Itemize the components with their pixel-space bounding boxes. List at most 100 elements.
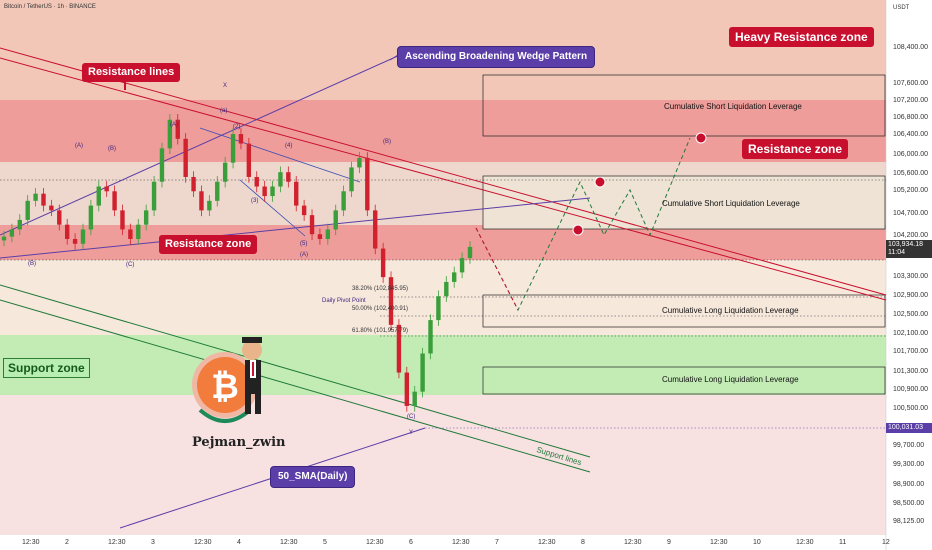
author-avatar-icon bbox=[242, 337, 262, 414]
price-tick: 99,700.00 bbox=[893, 442, 925, 449]
candle-body bbox=[404, 372, 410, 406]
price-tick: 103,300.00 bbox=[893, 273, 929, 280]
price-tick: 108,400.00 bbox=[893, 44, 929, 51]
candle-body bbox=[222, 162, 228, 182]
long-liq-label-2: Cumulative Long Liquidation Leverage bbox=[662, 375, 799, 384]
candle-body bbox=[388, 277, 394, 325]
sma-tag: 50_SMA(Daily) bbox=[270, 466, 356, 488]
candle-body bbox=[167, 119, 173, 149]
candle-body bbox=[380, 248, 386, 278]
candle-body bbox=[80, 229, 86, 244]
price-tick: 104,700.00 bbox=[893, 210, 929, 217]
candle-body bbox=[25, 200, 30, 220]
candle-body bbox=[9, 229, 15, 237]
wave-label-b2: (B) bbox=[28, 261, 36, 267]
candle-body bbox=[230, 134, 236, 163]
wave-label-b3: (B) bbox=[383, 139, 391, 145]
long-liq-box-1 bbox=[482, 294, 886, 328]
target-marker-2[interactable] bbox=[572, 224, 584, 236]
candle-body bbox=[96, 186, 101, 206]
price-tick: 106,800.00 bbox=[893, 114, 929, 121]
price-tick: 105,200.00 bbox=[893, 187, 929, 194]
time-tick: 2 bbox=[65, 539, 69, 546]
candle-body bbox=[294, 181, 299, 206]
support-line-1 bbox=[0, 284, 591, 458]
fib-38-label: 38.20% (102,845.95) bbox=[352, 286, 409, 292]
price-tick: 101,300.00 bbox=[893, 368, 929, 375]
resistance-lines-tag: Resistance lines bbox=[82, 63, 181, 82]
candle-body bbox=[309, 215, 315, 235]
wave-label-a2: (A) bbox=[170, 122, 178, 128]
candle-body bbox=[151, 181, 157, 211]
time-tick: 12:30 bbox=[796, 539, 814, 546]
wave-label-a4: (A) bbox=[300, 252, 308, 258]
heavy-resistance-tag: Heavy Resistance zone bbox=[729, 27, 874, 47]
candle-body bbox=[325, 229, 331, 239]
wedge-lower-line bbox=[0, 197, 591, 259]
sma-price-flag: 100,031.03 bbox=[886, 423, 932, 433]
candle-body bbox=[191, 176, 196, 192]
resistance-line-1 bbox=[0, 47, 887, 296]
time-tick: 12:30 bbox=[366, 539, 384, 546]
price-tick: 98,900.00 bbox=[893, 481, 925, 488]
resistance-zone-left-tag: Resistance zone bbox=[159, 235, 258, 254]
candle-body bbox=[120, 210, 125, 230]
time-tick: 12:30 bbox=[280, 539, 298, 546]
price-tick: 106,000.00 bbox=[893, 151, 929, 158]
wave-label-2: (2) bbox=[233, 124, 240, 130]
time-tick: 4 bbox=[237, 539, 241, 546]
resistance-band-upper bbox=[0, 100, 886, 162]
support-band bbox=[0, 335, 886, 395]
fib-50-label: 50.00% (102,400.91) bbox=[352, 306, 409, 312]
wave-label-b1: (B) bbox=[108, 146, 116, 152]
wave-channel-upper bbox=[199, 127, 361, 183]
bitcoin-logo-icon: ₿ bbox=[192, 352, 258, 423]
wedge-pattern-tag: Ascending Broadening Wedge Pattern bbox=[397, 46, 596, 68]
wave-label-4: (4) bbox=[285, 143, 292, 149]
price-tick: 105,600.00 bbox=[893, 170, 929, 177]
middle-band bbox=[0, 260, 886, 335]
target-marker-3[interactable] bbox=[695, 132, 707, 144]
candle-body bbox=[215, 181, 220, 201]
wave-label-y: Y bbox=[409, 430, 413, 436]
candle-body bbox=[396, 324, 402, 373]
wave-channel-lower bbox=[239, 179, 306, 237]
candle-body bbox=[207, 200, 212, 211]
candle-body bbox=[436, 296, 441, 321]
price-axis-bg bbox=[886, 0, 932, 550]
last-price-countdown: 11:04 bbox=[888, 249, 905, 256]
candle-body bbox=[254, 176, 259, 187]
candle-body bbox=[365, 157, 370, 211]
time-tick: 5 bbox=[323, 539, 327, 546]
candle-body bbox=[270, 186, 275, 197]
lower-band bbox=[0, 395, 886, 535]
symbol-title: Bitcoin / TetherUS · 1h · BINANCE bbox=[4, 4, 96, 10]
time-tick: 3 bbox=[151, 539, 155, 546]
time-tick: 12:30 bbox=[452, 539, 470, 546]
time-tick: 6 bbox=[409, 539, 413, 546]
candle-body bbox=[72, 238, 78, 244]
candle-body bbox=[428, 320, 433, 354]
target-marker-1[interactable] bbox=[594, 176, 606, 188]
price-tick: 100,900.00 bbox=[893, 386, 929, 393]
candle-body bbox=[41, 193, 46, 206]
currency-label: USDT bbox=[893, 5, 910, 11]
candle-body bbox=[286, 172, 291, 182]
time-axis-bg bbox=[0, 535, 932, 550]
price-tick: 100,500.00 bbox=[893, 405, 929, 412]
candle-body bbox=[17, 219, 22, 230]
candle-body bbox=[143, 210, 149, 225]
time-tick: 12:30 bbox=[22, 539, 40, 546]
resistance-zone-right-tag: Resistance zone bbox=[742, 139, 849, 159]
long-liq-box-2 bbox=[482, 366, 886, 395]
time-tick: 12 bbox=[882, 539, 890, 546]
wave-label-a3: (A) bbox=[75, 143, 83, 149]
price-tick: 107,600.00 bbox=[893, 80, 929, 87]
time-tick: 11 bbox=[839, 539, 847, 546]
projected-path-red bbox=[475, 227, 519, 311]
time-tick: 12:30 bbox=[710, 539, 728, 546]
candle-body bbox=[128, 229, 133, 239]
time-tick: 8 bbox=[581, 539, 585, 546]
wave-label-5: (5) bbox=[300, 241, 307, 247]
